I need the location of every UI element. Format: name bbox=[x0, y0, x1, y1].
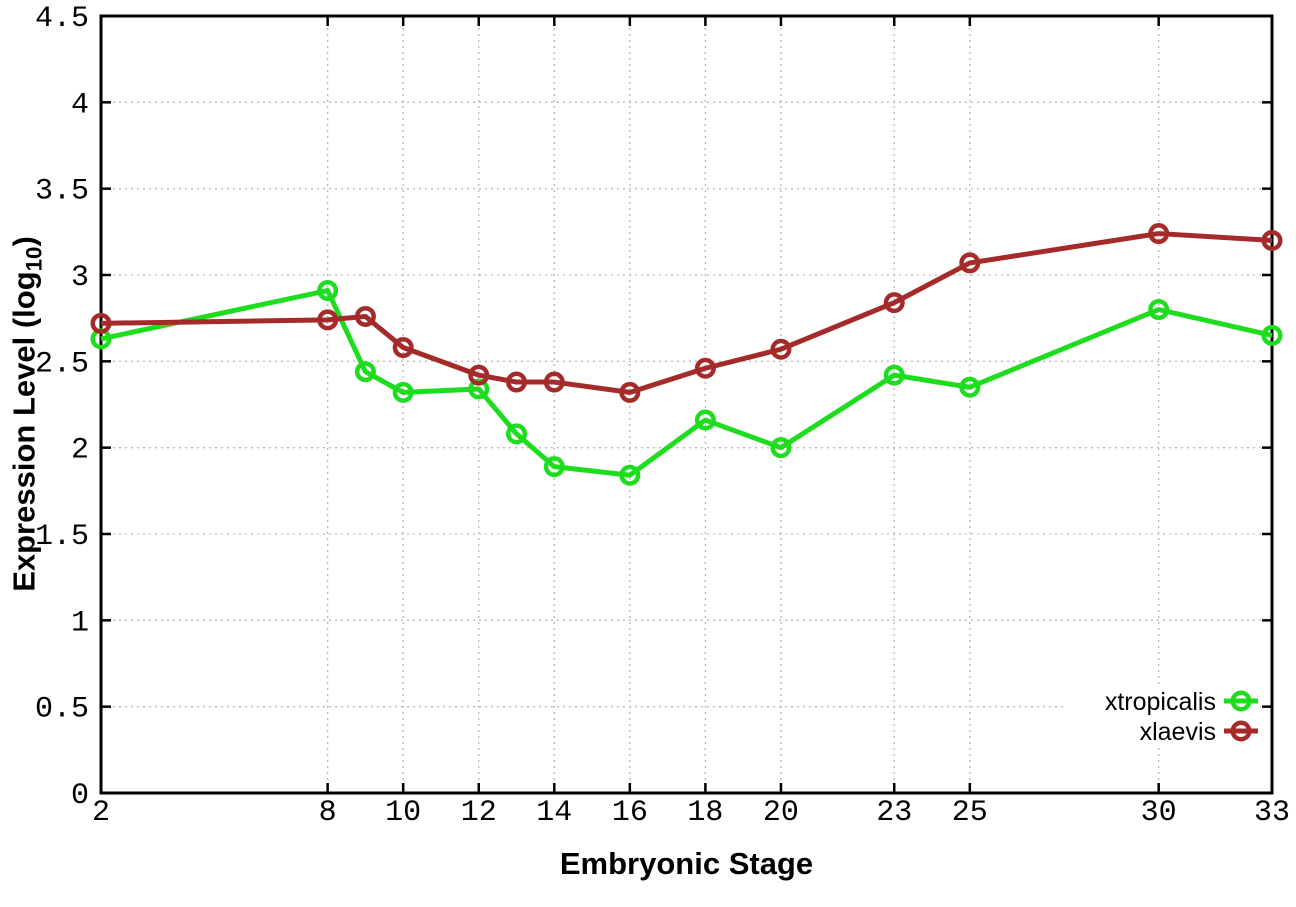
y-axis-title-text: Expression Level (log bbox=[6, 271, 42, 592]
data-point-xlaevis bbox=[543, 371, 565, 393]
data-point-xlaevis bbox=[694, 357, 716, 379]
x-tick-label: 16 bbox=[612, 796, 648, 830]
data-point-xlaevis bbox=[392, 337, 414, 359]
x-tick-label: 23 bbox=[876, 796, 912, 830]
y-tick-label: 0 bbox=[71, 779, 89, 813]
y-tick-label: 3 bbox=[71, 261, 89, 295]
legend-sample-marker-xlaevis bbox=[1230, 720, 1252, 742]
x-tick-label: 12 bbox=[461, 796, 497, 830]
series-line-xlaevis bbox=[100, 231, 1273, 395]
data-point-xtropicalis bbox=[392, 381, 414, 403]
data-point-xtropicalis bbox=[1261, 324, 1283, 346]
x-tick-label: 8 bbox=[319, 796, 337, 830]
data-point-xlaevis bbox=[506, 371, 528, 393]
data-point-xtropicalis bbox=[506, 423, 528, 445]
data-point-xlaevis bbox=[1148, 223, 1170, 245]
x-axis-title: Embryonic Stage bbox=[559, 846, 814, 881]
legend-sample-marker-xtropicalis bbox=[1230, 690, 1252, 712]
data-point-xtropicalis bbox=[468, 378, 490, 400]
x-tick-label: 10 bbox=[385, 796, 421, 830]
x-tick-label: 18 bbox=[687, 796, 723, 830]
data-point-xlaevis bbox=[317, 309, 339, 331]
data-point-xtropicalis bbox=[1148, 299, 1170, 321]
data-point-xtropicalis bbox=[543, 456, 565, 478]
x-tick-label: 14 bbox=[536, 796, 572, 830]
y-tick-label: 4 bbox=[71, 88, 89, 122]
x-tick-label: 25 bbox=[952, 796, 988, 830]
plot-border bbox=[99, 14, 1274, 795]
y-axis-title-close: ) bbox=[6, 236, 42, 247]
y-tick-label: 4.5 bbox=[35, 2, 89, 36]
data-point-xlaevis bbox=[90, 312, 112, 334]
x-tick-label: 20 bbox=[763, 796, 799, 830]
legend-label-xlaevis: xlaevis bbox=[1140, 718, 1216, 746]
y-tick-label: 2 bbox=[71, 434, 89, 468]
y-axis-title-subscript: 10 bbox=[21, 246, 47, 272]
data-point-xlaevis bbox=[770, 338, 792, 360]
y-axis-title: Expression Level (log10) bbox=[6, 236, 47, 592]
x-tick-label: 2 bbox=[92, 796, 110, 830]
data-point-xlaevis bbox=[468, 364, 490, 386]
data-point-xtropicalis bbox=[770, 437, 792, 459]
y-tick-label: 1.5 bbox=[35, 520, 89, 554]
x-tick-label: 30 bbox=[1141, 796, 1177, 830]
legend-backdrop bbox=[1066, 684, 1260, 748]
data-point-xtropicalis bbox=[694, 409, 716, 431]
data-point-xlaevis bbox=[959, 252, 981, 274]
x-tick-label: 33 bbox=[1254, 796, 1290, 830]
data-point-xtropicalis bbox=[883, 364, 905, 386]
data-point-xtropicalis bbox=[354, 361, 376, 383]
data-point-xlaevis bbox=[1261, 229, 1283, 251]
data-point-xtropicalis bbox=[619, 464, 641, 486]
y-tick-label: 1 bbox=[71, 606, 89, 640]
y-tick-label: 0.5 bbox=[35, 693, 89, 727]
y-tick-label: 3.5 bbox=[35, 175, 89, 209]
data-point-xlaevis bbox=[354, 305, 376, 327]
data-point-xtropicalis bbox=[317, 280, 339, 302]
data-point-xlaevis bbox=[619, 381, 641, 403]
data-point-xlaevis bbox=[883, 292, 905, 314]
y-tick-label: 2.5 bbox=[35, 347, 89, 381]
legend-label-xtropicalis: xtropicalis bbox=[1105, 688, 1216, 716]
data-point-xtropicalis bbox=[959, 376, 981, 398]
